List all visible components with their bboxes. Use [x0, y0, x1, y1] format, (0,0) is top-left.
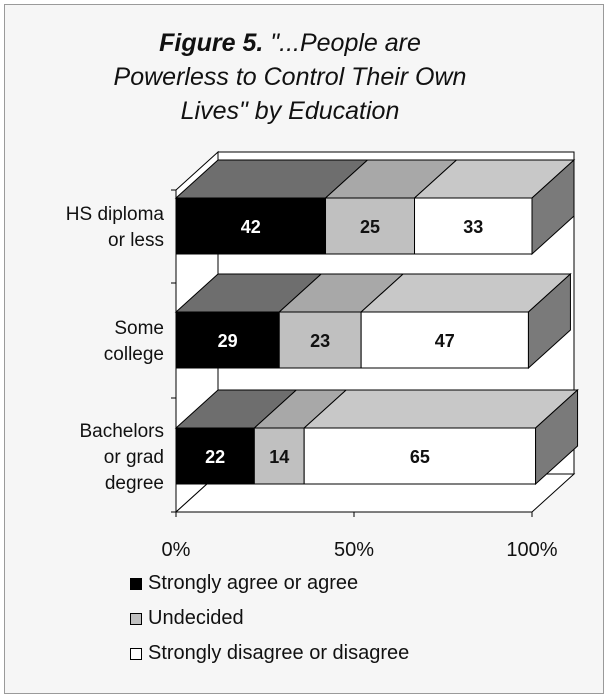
- category-label-line: HS diploma: [66, 204, 165, 225]
- legend-item-strongly-agree: Strongly agree or agree: [130, 566, 409, 601]
- bar-disagree-2: [303, 427, 537, 485]
- data-label-disagree-2: 65: [410, 447, 430, 467]
- bar-disagree-1: [360, 311, 529, 369]
- category-label-0: HS diploma or less: [66, 204, 165, 251]
- category-label-2: Bachelors or grad degree: [80, 421, 165, 494]
- bar-undecided-0: [325, 197, 416, 255]
- bar-side-2: [535, 388, 579, 486]
- data-label-strongly-agree-1: 29: [218, 331, 238, 351]
- bar-strongly-agree-0: [175, 197, 327, 255]
- title-text: "...People are Powerless to Control Thei…: [113, 29, 467, 125]
- legend-item-disagree: Strongly disagree or disagree: [130, 636, 409, 671]
- category-label-1: Some college: [104, 318, 164, 365]
- category-label-line: college: [104, 344, 164, 365]
- x-tick-label-1: 50%: [334, 539, 374, 561]
- bar-strongly-agree-2: [175, 427, 255, 485]
- data-label-strongly-agree-0: 42: [241, 217, 261, 237]
- data-label-undecided-1: 23: [310, 331, 330, 351]
- bar-disagree-0: [414, 197, 533, 255]
- legend-label-strongly-agree: Strongly agree or agree: [148, 572, 359, 594]
- x-tick-label-2: 100%: [506, 539, 557, 561]
- legend-label-undecided: Undecided: [148, 607, 244, 629]
- data-label-disagree-1: 47: [435, 331, 455, 351]
- x-tick-label-0: 0%: [162, 539, 191, 561]
- category-label-line: Bachelors: [80, 421, 165, 442]
- category-label-line: or less: [108, 230, 164, 251]
- data-label-strongly-agree-2: 22: [205, 447, 225, 467]
- bar-side-1: [527, 272, 571, 370]
- legend-swatch-disagree: [130, 647, 142, 660]
- figure-label: Figure 5.: [159, 29, 264, 57]
- category-label-line: or grad: [104, 447, 164, 468]
- legend-swatch-strongly-agree: [130, 577, 142, 590]
- data-label-disagree-0: 33: [463, 217, 483, 237]
- category-label-line: degree: [105, 473, 164, 494]
- data-label-undecided-0: 25: [360, 217, 380, 237]
- legend-label-disagree: Strongly disagree or disagree: [148, 642, 410, 664]
- bar-side-0: [531, 158, 575, 256]
- chart-title: Figure 5. "...People are Powerless to Co…: [40, 26, 540, 128]
- legend-item-undecided: Undecided: [130, 601, 409, 636]
- bar-strongly-agree-1: [175, 311, 280, 369]
- bar-top-disagree-2: [302, 389, 579, 429]
- data-label-undecided-2: 14: [269, 447, 289, 467]
- legend-swatch-undecided: [130, 612, 142, 625]
- legend: Strongly agree or agree Undecided Strong…: [130, 566, 409, 671]
- category-label-line: Some: [114, 318, 164, 339]
